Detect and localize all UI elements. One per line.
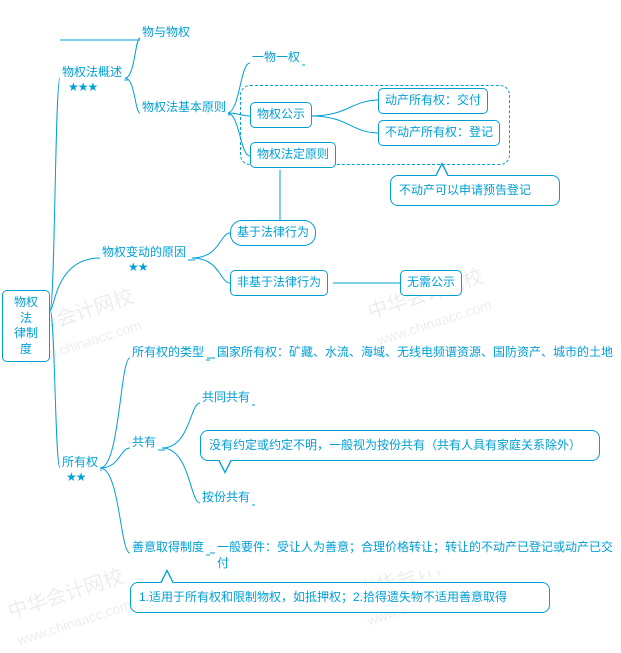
callout-advance-reg-tail-inner — [436, 165, 448, 177]
callout-advance-reg: 不动产可以申请预告登记 — [390, 175, 560, 206]
callout-bona-tail-inner — [161, 572, 173, 584]
node-movable: 动产所有权：交付 — [378, 88, 488, 114]
node-bona-fide: 善意取得制度 — [130, 540, 206, 556]
node-bona-fide-note: 一般要件：受让人为善意；合理价格转让；转让的不动产已登记或动产已交付 — [215, 540, 615, 571]
stars-ownership: ★★ — [66, 470, 86, 484]
root-label: 物权法律制度 — [14, 295, 38, 356]
node-wu-yu-wuquan: 物与物权 — [140, 25, 192, 41]
stars-change-cause: ★★ — [128, 260, 148, 274]
node-publicity: 物权公示 — [250, 102, 312, 128]
callout-bona-rule: 1.适用于所有权和限制物权，如抵押权；2.拾得遗失物不适用善意取得 — [130, 582, 550, 613]
node-coown: 共有 — [130, 435, 158, 451]
node-byshare: 按份共有 — [200, 490, 252, 506]
node-ownership-types: 所有权的类型 — [130, 345, 206, 361]
node-one-thing: 一物一权 — [250, 50, 302, 66]
node-joint: 共同共有 — [200, 390, 252, 406]
node-immovable: 不动产所有权：登记 — [378, 120, 500, 146]
node-statutory: 物权法定原则 — [250, 142, 336, 168]
branch-change-cause: 物权变动的原因 — [100, 245, 188, 261]
branch-overview: 物权法概述 — [60, 65, 124, 81]
root-node: 物权法律制度 — [2, 290, 50, 362]
node-legal-act: 基于法律行为 — [230, 220, 316, 246]
callout-coown-rule: 没有约定或约定不明，一般视为按份共有（共有人具有家庭关系除外） — [200, 430, 600, 461]
branch-ownership: 所有权 — [60, 455, 100, 471]
node-ownership-types-note: 国家所有权：矿藏、水流、海域、无线电频谱资源、国防资产、城市的土地 — [215, 345, 615, 361]
node-non-legal-act: 非基于法律行为 — [230, 270, 328, 296]
callout-coown-tail-inner — [219, 459, 231, 471]
node-basic-principles: 物权法基本原则 — [140, 100, 228, 116]
callout-no-publicity: 无需公示 — [400, 270, 462, 296]
stars-overview: ★★★ — [68, 80, 97, 94]
